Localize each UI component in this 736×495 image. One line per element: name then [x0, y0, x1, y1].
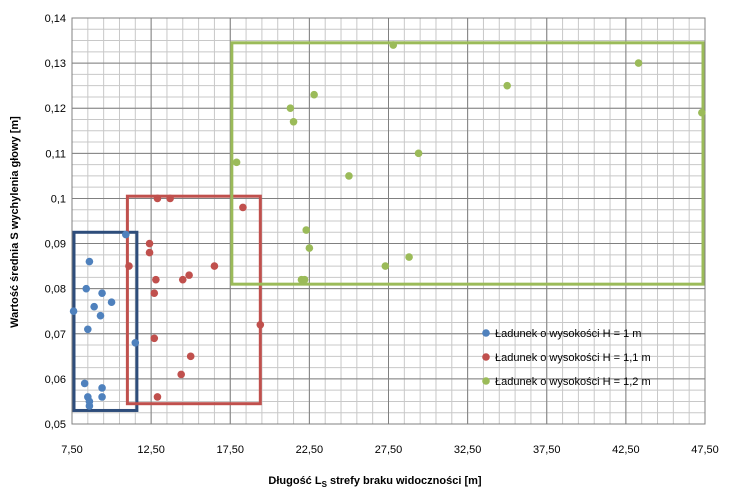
data-point-series-1 — [122, 230, 130, 239]
data-point-series-2 — [125, 262, 133, 270]
data-point-series-1 — [69, 307, 78, 316]
series-boxes — [72, 41, 705, 412]
data-point-series-3 — [405, 253, 413, 261]
y-tick-label: 0,08 — [45, 284, 66, 296]
data-point-series-2 — [145, 239, 154, 248]
x-tick-label: 7,50 — [61, 444, 82, 456]
x-axis-title-main: Długość L — [268, 475, 321, 487]
data-point-series-3 — [634, 59, 643, 67]
legend-marker-3 — [482, 377, 490, 385]
data-point-series-1 — [82, 284, 91, 293]
y-tick-label: 0,09 — [45, 239, 66, 251]
data-point-series-3 — [300, 275, 309, 284]
y-tick-labels: 0,05 0,06 0,07 0,08 0,09 0,1 0,11 0,12 0,13 0,14 — [45, 13, 66, 431]
data-point-series-2 — [153, 393, 162, 401]
x-tick-label: 37,50 — [533, 444, 561, 456]
data-point-series-2 — [150, 334, 159, 343]
y-tick-label: 0,13 — [45, 58, 66, 70]
grid-lines — [71, 17, 706, 425]
data-point-series-1 — [131, 339, 140, 347]
data-point-series-2 — [210, 262, 219, 270]
x-tick-label: 42,50 — [612, 444, 640, 456]
data-point-series-3 — [286, 104, 295, 113]
y-tick-label: 0,07 — [45, 329, 66, 341]
data-point-series-3 — [232, 158, 241, 167]
data-point-series-3 — [289, 117, 298, 126]
legend-label-2: Ładunek o wysokości H = 1,1 m — [495, 352, 651, 364]
data-point-series-3 — [414, 149, 423, 158]
data-point-series-1 — [90, 302, 98, 311]
data-point-series-3 — [389, 41, 398, 49]
data-point-series-2 — [185, 271, 193, 279]
x-axis-title: Długość LS strefy braku widoczności [m] — [268, 475, 481, 489]
x-tick-label: 27,50 — [375, 444, 403, 456]
data-point-series-2 — [150, 289, 159, 297]
data-points — [69, 41, 706, 410]
x-axis-title-rest: strefy braku widoczności [m] — [327, 475, 482, 487]
series-box-3 — [230, 41, 705, 286]
x-tick-labels: 7,50 12,50 17,50 22,50 27,50 32,50 37,50 42,50 4… — [61, 444, 718, 456]
legend-label-1: Ładunek o wysokości H = 1 m — [495, 328, 641, 340]
x-axis-title-subscript: S — [322, 480, 328, 489]
y-tick-label: 0,05 — [45, 419, 66, 431]
plot-area-border — [71, 17, 706, 425]
data-point-series-2 — [186, 352, 195, 361]
data-point-series-2 — [166, 194, 174, 203]
x-tick-label: 17,50 — [216, 444, 244, 456]
data-point-series-3 — [345, 172, 353, 180]
series-box-2 — [125, 194, 262, 406]
legend-marker-1 — [482, 329, 490, 337]
x-tick-label: 32,50 — [454, 444, 482, 456]
data-point-series-2 — [256, 320, 265, 329]
data-point-series-1 — [98, 393, 106, 401]
data-point-series-1 — [85, 402, 94, 410]
data-point-series-3 — [305, 244, 314, 252]
data-point-series-2 — [145, 248, 154, 257]
data-point-series-1 — [80, 379, 89, 388]
data-point-series-1 — [107, 298, 116, 307]
data-point-series-3 — [302, 226, 311, 234]
x-tick-label: 22,50 — [296, 444, 324, 456]
data-point-series-2 — [177, 370, 185, 379]
legend: Ładunek o wysokości H = 1 m Ładunek o wys… — [482, 328, 651, 388]
data-point-series-1 — [84, 325, 92, 334]
data-point-series-3 — [310, 90, 318, 99]
data-point-series-2 — [178, 275, 187, 284]
y-tick-label: 0,11 — [45, 148, 66, 160]
data-point-series-1 — [98, 289, 106, 297]
y-axis-title: Wartość średnia S wychylenia głowy [m] — [9, 116, 21, 328]
legend-label-3: Ładunek o wysokości H = 1,2 m — [495, 376, 651, 388]
y-tick-label: 0,06 — [45, 374, 66, 386]
data-point-series-1 — [96, 311, 105, 320]
x-tick-label: 47,50 — [691, 444, 719, 456]
data-point-series-1 — [98, 384, 106, 392]
data-point-series-1 — [85, 257, 94, 266]
data-point-series-3 — [381, 262, 390, 270]
data-point-series-2 — [239, 203, 247, 212]
data-point-series-2 — [152, 275, 160, 284]
series-box-1 — [72, 230, 139, 412]
y-tick-label: 0,12 — [45, 103, 66, 115]
legend-marker-2 — [482, 353, 490, 361]
data-point-series-3 — [503, 81, 511, 90]
data-point-series-2 — [153, 194, 162, 203]
y-tick-label: 0,1 — [51, 193, 66, 205]
data-point-series-3 — [698, 108, 706, 117]
x-tick-label: 12,50 — [137, 444, 165, 456]
y-tick-label: 0,14 — [45, 13, 66, 25]
